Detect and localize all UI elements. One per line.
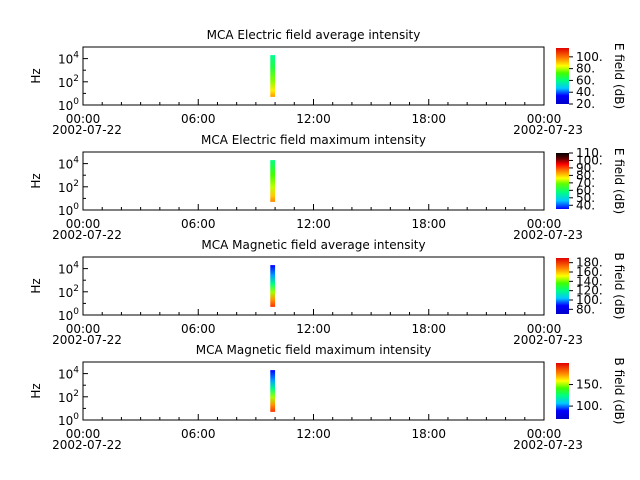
colorbar-tick-label: 80. bbox=[576, 62, 595, 76]
chart-panel-3: MCA Magnetic field average intensity 100 1… bbox=[29, 238, 626, 347]
colorbar-label: E field (dB) bbox=[612, 43, 626, 109]
x-tick-label: 12:00 bbox=[296, 112, 331, 126]
colorbar bbox=[556, 48, 569, 104]
axes-frame bbox=[82, 256, 545, 316]
colorbar-tick-label: 100. bbox=[576, 153, 603, 167]
colorbar-tick-label: 40. bbox=[576, 85, 595, 99]
axes-frame bbox=[82, 46, 545, 106]
colorbar-tick-label: 60. bbox=[576, 73, 595, 87]
x-tick-label: 00:00 bbox=[66, 322, 101, 336]
spectrogram-data-strip bbox=[270, 265, 276, 307]
x-date-label: 2002-07-22 bbox=[52, 438, 122, 452]
x-tick-label: 12:00 bbox=[296, 427, 331, 441]
y-axis-label: Hz bbox=[29, 383, 43, 398]
x-date-label: 2002-07-23 bbox=[513, 228, 583, 242]
axes-frame bbox=[82, 361, 545, 421]
x-tick-label: 00:00 bbox=[66, 112, 101, 126]
x-tick-label: 06:00 bbox=[181, 322, 216, 336]
x-date-label: 2002-07-23 bbox=[513, 438, 583, 452]
x-tick-label: 00:00 bbox=[527, 322, 562, 336]
colorbar bbox=[556, 153, 569, 209]
colorbar-tick-label: 80. bbox=[576, 168, 595, 182]
y-tick-label: 102 bbox=[58, 284, 79, 300]
colorbar-tick-label: 110. bbox=[576, 146, 603, 160]
chart-title: MCA Electric field average intensity bbox=[207, 28, 421, 42]
x-tick-label: 12:00 bbox=[296, 217, 331, 231]
x-date-label: 2002-07-22 bbox=[52, 228, 122, 242]
x-tick-label: 12:00 bbox=[296, 322, 331, 336]
y-tick-label: 102 bbox=[58, 179, 79, 195]
x-tick-label: 00:00 bbox=[66, 427, 101, 441]
colorbar bbox=[556, 363, 569, 419]
colorbar bbox=[556, 258, 569, 314]
axes-frame bbox=[82, 151, 545, 211]
chart-panel-4: MCA Magnetic field maximum intensity 100 1… bbox=[29, 343, 626, 452]
chart-panel-2: MCA Electric field maximum intensity 100 1… bbox=[29, 133, 626, 242]
colorbar-tick-label: 80. bbox=[576, 302, 595, 316]
y-tick-label: 102 bbox=[58, 74, 79, 90]
colorbar-tick-label: 100. bbox=[576, 50, 603, 64]
y-tick-label: 104 bbox=[58, 156, 79, 172]
y-tick-label: 100 bbox=[58, 307, 79, 323]
colorbar-tick-label: 70. bbox=[576, 176, 595, 190]
x-date-label: 2002-07-22 bbox=[52, 333, 122, 347]
x-tick-label: 18:00 bbox=[411, 427, 446, 441]
y-tick-label: 104 bbox=[58, 51, 79, 67]
y-tick-label: 100 bbox=[58, 97, 79, 113]
spectrogram-data-strip bbox=[270, 55, 276, 97]
x-tick-label: 00:00 bbox=[527, 427, 562, 441]
colorbar-label: B field (dB) bbox=[612, 358, 626, 425]
y-tick-label: 104 bbox=[58, 366, 79, 382]
x-tick-label: 06:00 bbox=[181, 427, 216, 441]
colorbar-tick-label: 120. bbox=[576, 284, 603, 298]
x-tick-label: 00:00 bbox=[527, 217, 562, 231]
colorbar-tick-label: 40. bbox=[576, 198, 595, 212]
colorbar-tick-label: 140. bbox=[576, 274, 603, 288]
x-date-label: 2002-07-23 bbox=[513, 333, 583, 347]
x-tick-label: 18:00 bbox=[411, 322, 446, 336]
y-tick-label: 102 bbox=[58, 389, 79, 405]
colorbar-tick-label: 90. bbox=[576, 161, 595, 175]
chart-title: MCA Magnetic field average intensity bbox=[201, 238, 425, 252]
colorbar-tick-label: 150. bbox=[576, 378, 603, 392]
colorbar-tick-label: 160. bbox=[576, 265, 603, 279]
y-axis-label: Hz bbox=[29, 278, 43, 293]
x-tick-label: 18:00 bbox=[411, 112, 446, 126]
colorbar-tick-label: 20. bbox=[576, 97, 595, 111]
y-axis-label: Hz bbox=[29, 68, 43, 83]
x-date-label: 2002-07-22 bbox=[52, 123, 122, 137]
colorbar-label: E field (dB) bbox=[612, 148, 626, 214]
chart-panel-1: MCA Electric field average intensity 100 1… bbox=[29, 28, 626, 137]
x-tick-label: 00:00 bbox=[66, 217, 101, 231]
spectrogram-data-strip bbox=[270, 160, 276, 202]
x-date-label: 2002-07-23 bbox=[513, 123, 583, 137]
y-tick-label: 100 bbox=[58, 202, 79, 218]
colorbar-label: B field (dB) bbox=[612, 253, 626, 320]
y-tick-label: 100 bbox=[58, 412, 79, 428]
colorbar-tick-label: 180. bbox=[576, 256, 603, 270]
chart-title: MCA Electric field maximum intensity bbox=[201, 133, 426, 147]
spectrogram-data-strip bbox=[270, 370, 276, 412]
x-tick-label: 06:00 bbox=[181, 112, 216, 126]
colorbar-tick-label: 50. bbox=[576, 191, 595, 205]
y-tick-label: 104 bbox=[58, 261, 79, 277]
x-tick-label: 06:00 bbox=[181, 217, 216, 231]
chart-title: MCA Magnetic field maximum intensity bbox=[196, 343, 432, 357]
y-axis-label: Hz bbox=[29, 173, 43, 188]
x-tick-label: 18:00 bbox=[411, 217, 446, 231]
colorbar-tick-label: 100. bbox=[576, 399, 603, 413]
x-tick-label: 00:00 bbox=[527, 112, 562, 126]
colorbar-tick-label: 60. bbox=[576, 183, 595, 197]
colorbar-tick-label: 100. bbox=[576, 293, 603, 307]
